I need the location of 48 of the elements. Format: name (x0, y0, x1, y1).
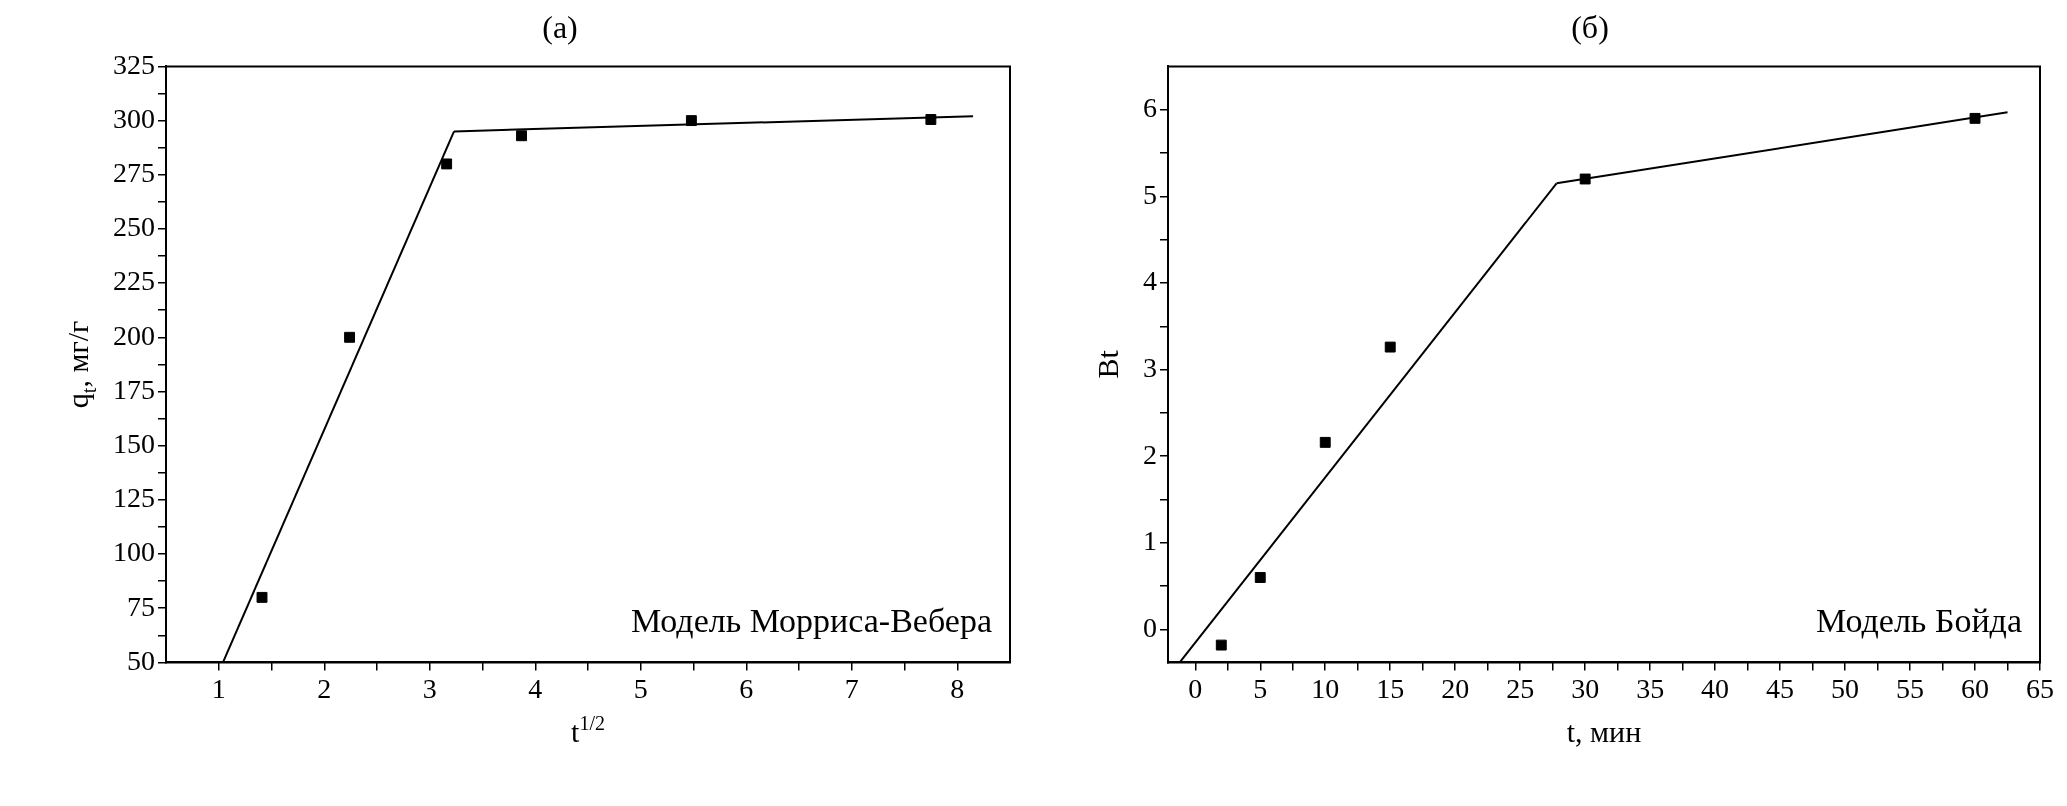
y-tick-label: 175 (113, 373, 155, 405)
x-tick-label: 4 (528, 672, 543, 704)
y-tick-label: 275 (113, 157, 155, 189)
chart-title: (б) (1571, 8, 1609, 45)
x-tick-label: 8 (950, 672, 965, 704)
x-tick-label: 10 (1311, 672, 1340, 704)
x-tick-label: 55 (1896, 672, 1925, 704)
x-tick-label: 2 (317, 672, 332, 704)
y-axis-title: Bt (1091, 349, 1124, 379)
x-tick-label: 40 (1701, 672, 1730, 704)
y-tick-label: 2 (1143, 438, 1157, 470)
x-tick-label: 20 (1441, 672, 1470, 704)
annotation: Модель Бойда (1816, 602, 2022, 640)
x-tick-label: 7 (844, 672, 859, 704)
x-tick-label: 15 (1376, 672, 1405, 704)
y-tick-label: 325 (113, 48, 155, 80)
y-tick-label: 4 (1143, 265, 1157, 297)
x-tick-label: 5 (1253, 672, 1268, 704)
y-tick-label: 3 (1143, 351, 1157, 383)
x-tick-label: 1 (211, 672, 226, 704)
x-tick-label: 60 (1961, 672, 1990, 704)
y-axis-title: qt, мг/г (61, 320, 100, 409)
y-tick-label: 100 (113, 536, 155, 568)
x-tick-label: 25 (1506, 672, 1535, 704)
annotation: Модель Морриса-Вебера (630, 602, 992, 640)
y-tick-label: 125 (113, 482, 155, 514)
y-tick-label: 150 (113, 428, 155, 460)
x-tick-label: 50 (1831, 672, 1860, 704)
x-tick-label: 45 (1766, 672, 1795, 704)
x-tick-label: 65 (2026, 672, 2054, 704)
y-tick-label: 1 (1143, 525, 1157, 557)
y-tick-label: 200 (113, 319, 155, 351)
x-tick-label: 35 (1636, 672, 1665, 704)
x-tick-label: 5 (633, 672, 648, 704)
y-tick-label: 6 (1143, 92, 1157, 124)
x-axis-title: t, мин (1566, 715, 1642, 749)
y-tick-label: 0 (1143, 611, 1157, 643)
y-tick-label: 50 (127, 644, 155, 676)
x-tick-label: 3 (422, 672, 437, 704)
y-tick-label: 5 (1143, 178, 1157, 210)
y-tick-label: 75 (127, 590, 155, 622)
y-tick-label: 300 (113, 102, 155, 134)
y-tick-label: 250 (113, 211, 155, 243)
y-tick-label: 225 (113, 265, 155, 297)
chart-title: (а) (542, 8, 578, 45)
x-tick-label: 30 (1571, 672, 1600, 704)
x-tick-label: 0 (1188, 672, 1203, 704)
x-tick-label: 6 (739, 672, 754, 704)
